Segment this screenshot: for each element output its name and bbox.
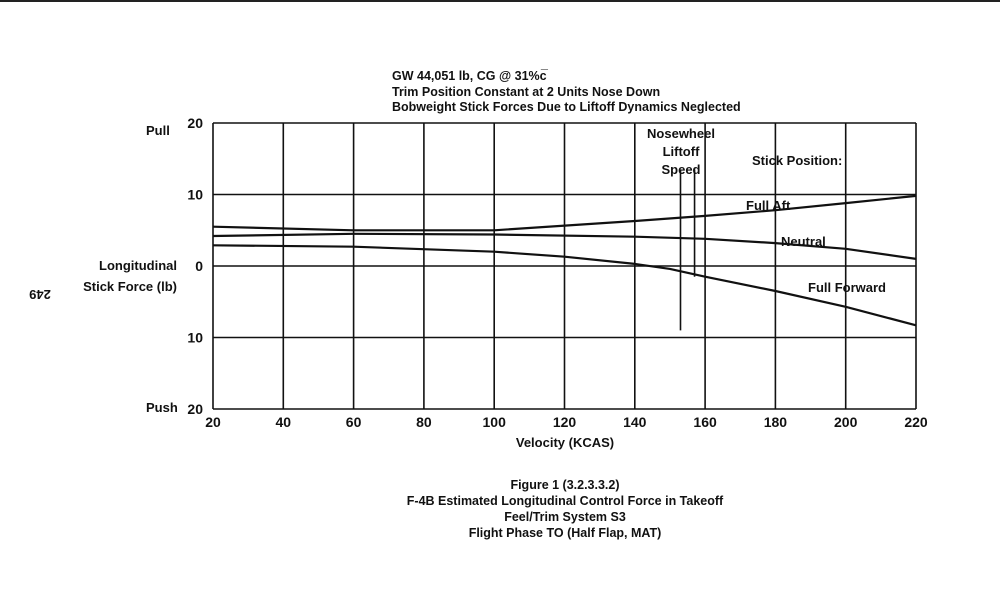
top-border-rule [0, 0, 1000, 2]
header-line-1: GW 44,051 lb, CG @ 31%c̅ [392, 69, 549, 83]
push-label: Push [146, 400, 178, 415]
x-tick-label-60: 60 [346, 414, 362, 430]
x-tick-label-80: 80 [416, 414, 432, 430]
y-tick-labels: 20 10 0 10 20 [187, 115, 203, 417]
y-axis-label-line-1: Longitudinal [99, 258, 177, 273]
series-line-full-aft [212, 194, 917, 232]
series-line-full-forward [212, 244, 917, 327]
x-tick-label-220: 220 [904, 414, 928, 430]
x-tick-label-200: 200 [834, 414, 858, 430]
y-tick-label-2: 0 [195, 258, 203, 274]
annotation-liftoff: Liftoff [663, 144, 700, 159]
y-tick-label-1: 10 [187, 187, 203, 203]
series-line-neutral [212, 232, 917, 260]
series-label-full-aft: Full Aft [746, 198, 791, 213]
legend-title: Stick Position: [752, 153, 842, 168]
x-tick-label-100: 100 [483, 414, 507, 430]
y-axis-label-line-2: Stick Force (lb) [83, 279, 177, 294]
page-number: 249 [29, 287, 51, 302]
caption-title: F-4B Estimated Longitudinal Control Forc… [407, 494, 724, 508]
header-line-3: Bobweight Stick Forces Due to Liftoff Dy… [392, 100, 741, 114]
series-label-neutral: Neutral [781, 234, 826, 249]
grid [212, 122, 917, 410]
x-tick-label-160: 160 [693, 414, 717, 430]
pull-label: Pull [146, 123, 170, 138]
y-tick-label-3: 10 [187, 330, 203, 346]
x-tick-label-120: 120 [553, 414, 577, 430]
caption-figure-number: Figure 1 (3.2.3.3.2) [510, 478, 619, 492]
x-tick-label-40: 40 [276, 414, 292, 430]
x-axis-label: Velocity (KCAS) [516, 435, 614, 450]
series-curves [212, 194, 917, 327]
caption-system: Feel/Trim System S3 [504, 510, 626, 524]
header-line-2: Trim Position Constant at 2 Units Nose D… [392, 85, 660, 99]
x-tick-label-180: 180 [764, 414, 788, 430]
y-tick-label-4: 20 [187, 401, 203, 417]
caption-flight-phase: Flight Phase TO (Half Flap, MAT) [469, 526, 662, 540]
x-tick-labels: 20 40 60 80 100 120 140 160 180 200 220 [205, 414, 928, 430]
x-tick-label-20: 20 [205, 414, 221, 430]
annotation-speed: Speed [661, 162, 700, 177]
nosewheel-liftoff-markers [679, 169, 696, 331]
annotation-nosewheel: Nosewheel [647, 126, 715, 141]
x-tick-label-140: 140 [623, 414, 647, 430]
y-tick-label-0: 20 [187, 115, 203, 131]
series-label-full-forward: Full Forward [808, 280, 886, 295]
